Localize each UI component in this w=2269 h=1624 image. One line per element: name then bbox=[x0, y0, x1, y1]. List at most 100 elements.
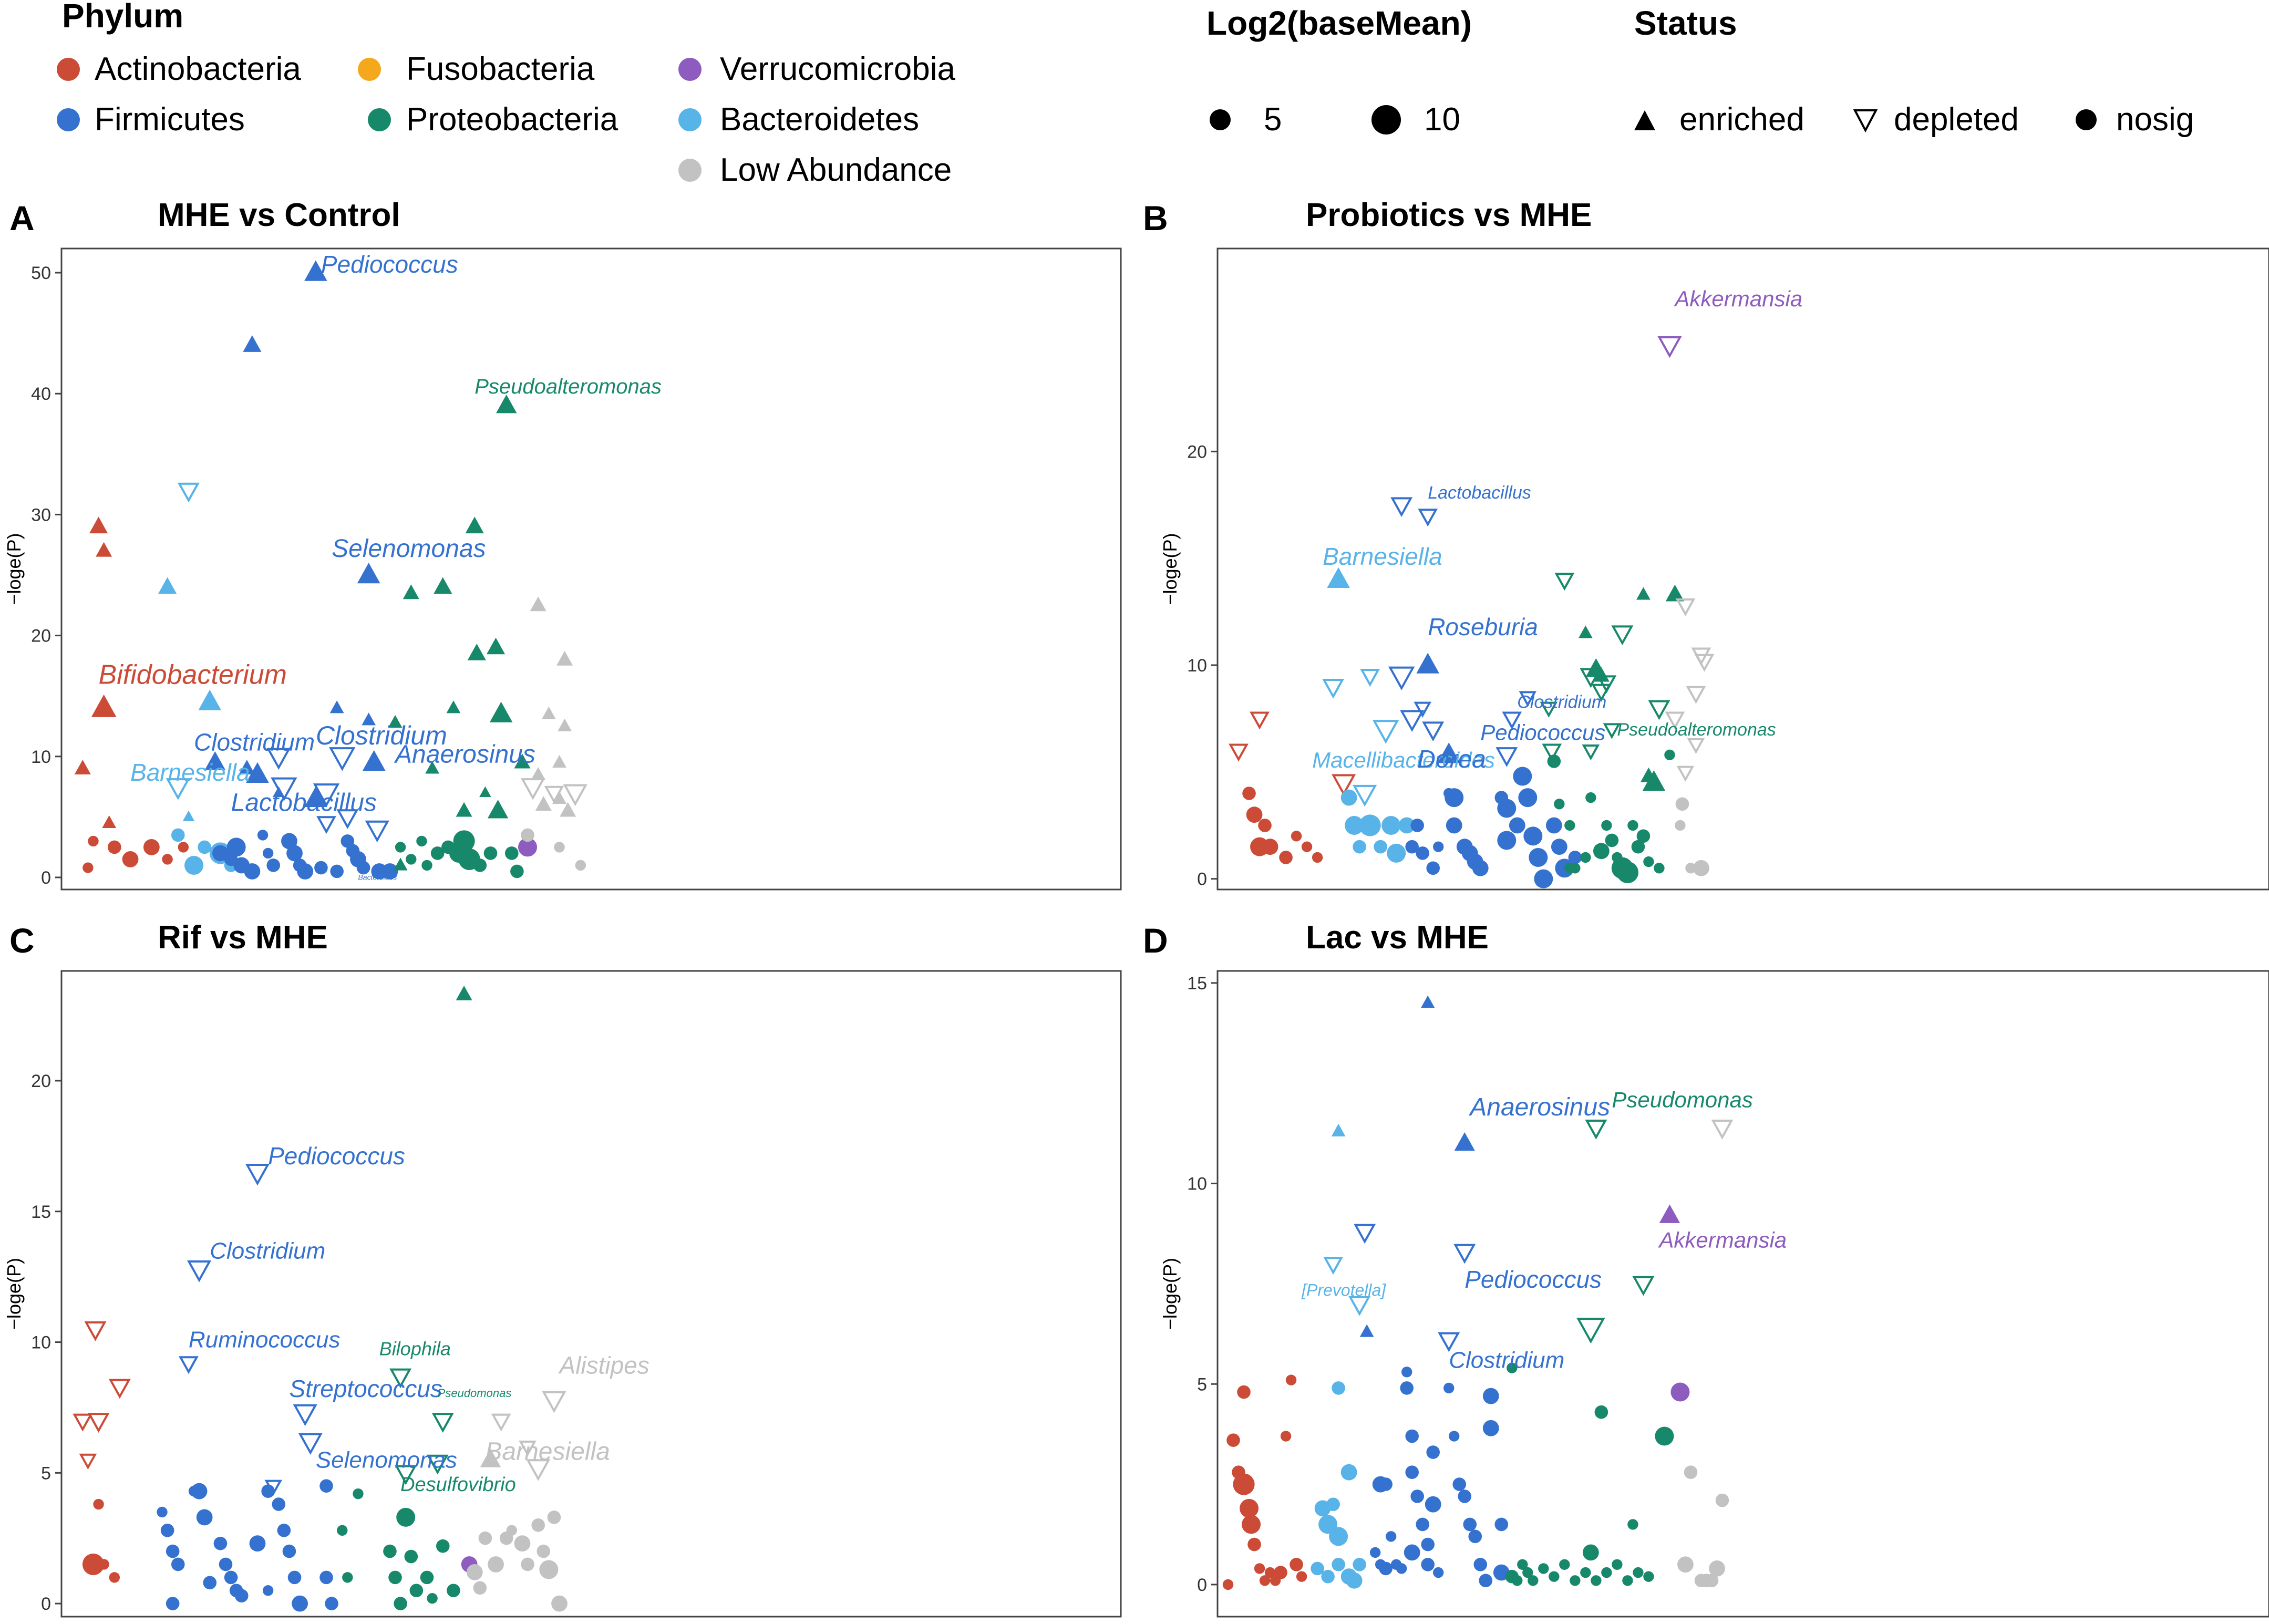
genus-label: Clostridium bbox=[194, 728, 315, 756]
point-proteobacteria-enriched bbox=[388, 715, 403, 728]
genus-label: Clostridium bbox=[1449, 1348, 1564, 1373]
point-proteobacteria-nosig bbox=[404, 1549, 418, 1564]
point-proteobacteria-nosig bbox=[1517, 1559, 1528, 1570]
point-proteobacteria-depleted bbox=[1648, 700, 1670, 720]
point-actinobacteria-nosig bbox=[1237, 1385, 1251, 1399]
point-proteobacteria-depleted bbox=[1540, 701, 1558, 718]
point-proteobacteria-depleted bbox=[1632, 1276, 1655, 1296]
genus-label: Alistipes bbox=[558, 1351, 649, 1379]
point-actinobacteria-nosig bbox=[1280, 1431, 1292, 1442]
point-firmicutes-nosig bbox=[1443, 1382, 1455, 1394]
point-low-abundance-nosig bbox=[478, 1531, 492, 1545]
point-proteobacteria-depleted bbox=[1542, 743, 1562, 762]
panel-b: B Probiotics vs MHE 0 10 20 −loge(P) Akkermans… bbox=[1143, 197, 2269, 891]
point-firmicutes-enriched bbox=[304, 786, 327, 808]
point-firmicutes-depleted bbox=[1519, 691, 1537, 707]
point-firmicutes-enriched bbox=[362, 712, 376, 726]
point-bacteroidetes-nosig bbox=[1329, 1527, 1348, 1546]
y-axis-label: −loge(P) bbox=[1159, 533, 1181, 605]
y-tick-label: 20 bbox=[31, 1071, 51, 1091]
legend-size-marker-large bbox=[1371, 105, 1401, 135]
point-firmicutes-nosig bbox=[219, 1557, 233, 1571]
point-proteobacteria-nosig bbox=[1538, 1563, 1549, 1574]
genus-label: Selenomonas bbox=[316, 1447, 457, 1473]
point-actinobacteria-nosig bbox=[1312, 852, 1323, 863]
point-firmicutes-nosig bbox=[272, 1497, 286, 1511]
point-firmicutes-nosig bbox=[1379, 1561, 1393, 1576]
panel-a: A MHE vs Control 0 10 20 30 40 50 −loge(P) Pedioc… bbox=[3, 197, 1122, 891]
point-firmicutes-nosig bbox=[226, 837, 246, 857]
point-firmicutes-nosig bbox=[213, 1536, 228, 1550]
point-proteobacteria-nosig bbox=[1570, 863, 1581, 874]
legend-size-label-small: 5 bbox=[1264, 101, 1282, 138]
panel-letter: C bbox=[9, 921, 35, 960]
point-bacteroidetes-nosig bbox=[1387, 843, 1406, 863]
y-axis-label: −loge(P) bbox=[3, 1258, 25, 1330]
point-proteobacteria-nosig bbox=[1655, 1426, 1674, 1446]
point-low-abundance-enriched bbox=[535, 796, 552, 811]
y-tick-label: 5 bbox=[41, 1463, 51, 1483]
point-firmicutes-nosig bbox=[1433, 1567, 1444, 1578]
point-proteobacteria-depleted bbox=[1603, 723, 1621, 739]
point-actinobacteria-depleted bbox=[87, 1413, 110, 1433]
point-firmicutes-enriched bbox=[362, 750, 386, 771]
point-actinobacteria-nosig bbox=[143, 839, 160, 855]
point-low-abundance-enriched bbox=[560, 802, 576, 817]
genus-label: Bilophila bbox=[379, 1338, 451, 1359]
point-low-abundance-enriched bbox=[530, 596, 546, 612]
point-firmicutes-nosig bbox=[166, 1597, 180, 1610]
point-proteobacteria-nosig bbox=[421, 860, 432, 871]
point-low-abundance-depleted bbox=[491, 1413, 511, 1432]
point-firmicutes-nosig bbox=[319, 1570, 333, 1585]
point-proteobacteria-enriched bbox=[487, 800, 509, 819]
point-verrucomicrobia-nosig bbox=[518, 837, 538, 857]
genus-label: Pseudoalteromonas bbox=[1617, 720, 1776, 740]
point-proteobacteria-enriched bbox=[425, 761, 439, 774]
point-firmicutes-depleted bbox=[1414, 701, 1431, 718]
point-low-abundance-nosig bbox=[1675, 797, 1689, 811]
legend-status-label-depleted: depleted bbox=[1894, 101, 2019, 138]
point-proteobacteria-nosig bbox=[1547, 754, 1561, 768]
point-proteobacteria-nosig bbox=[1593, 843, 1610, 860]
legend-label-fusobacteria: Fusobacteria bbox=[406, 51, 595, 87]
genus-label: Roseburia bbox=[1428, 613, 1538, 640]
point-proteobacteria-nosig bbox=[416, 835, 427, 847]
point-firmicutes-nosig bbox=[1534, 869, 1553, 888]
point-proteobacteria-depleted bbox=[431, 1413, 454, 1433]
y-tick-label: 30 bbox=[31, 505, 51, 525]
point-proteobacteria-enriched bbox=[1593, 667, 1610, 682]
point-firmicutes-nosig bbox=[1509, 817, 1525, 834]
point-proteobacteria-enriched bbox=[393, 857, 408, 871]
y-axis-label: −loge(P) bbox=[1159, 1258, 1181, 1330]
point-proteobacteria-nosig bbox=[436, 1539, 450, 1553]
point-proteobacteria-nosig bbox=[394, 1597, 407, 1610]
point-low-abundance-nosig bbox=[537, 1544, 551, 1558]
genus-label: Clostridium bbox=[210, 1238, 325, 1264]
genus-label: Bifidobacterium bbox=[99, 660, 287, 690]
point-proteobacteria-nosig bbox=[1601, 820, 1612, 831]
point-firmicutes-nosig bbox=[292, 1595, 308, 1612]
point-firmicutes-depleted bbox=[1400, 710, 1425, 732]
point-actinobacteria-nosig bbox=[1226, 1433, 1240, 1447]
point-firmicutes-nosig bbox=[257, 830, 269, 841]
genus-label: Pseudomonas bbox=[438, 1387, 512, 1400]
point-low-abundance-nosig bbox=[466, 1564, 483, 1580]
genus-label: Macellibacteroides bbox=[1312, 748, 1495, 772]
point-proteobacteria-enriched bbox=[434, 577, 452, 594]
panel-title: MHE vs Control bbox=[158, 197, 400, 233]
point-firmicutes-nosig bbox=[171, 1557, 185, 1571]
point-firmicutes-depleted bbox=[298, 1433, 323, 1455]
point-firmicutes-nosig bbox=[325, 1597, 338, 1610]
point-proteobacteria-depleted bbox=[1576, 1318, 1605, 1344]
point-proteobacteria-nosig bbox=[1616, 861, 1638, 884]
point-firmicutes-depleted bbox=[266, 748, 291, 770]
genus-label: Pediococcus bbox=[268, 1142, 405, 1170]
point-bacteroidetes-depleted bbox=[1372, 720, 1399, 744]
point-firmicutes-depleted bbox=[1438, 1332, 1460, 1352]
point-proteobacteria-nosig bbox=[1580, 852, 1591, 863]
point-firmicutes-nosig bbox=[381, 863, 398, 880]
genus-label: Dorea bbox=[1417, 746, 1486, 773]
point-proteobacteria-enriched bbox=[486, 637, 506, 655]
point-bacteroidetes-nosig bbox=[1332, 1381, 1345, 1395]
legend-item-low-abundance: Low Abundance bbox=[678, 152, 952, 188]
